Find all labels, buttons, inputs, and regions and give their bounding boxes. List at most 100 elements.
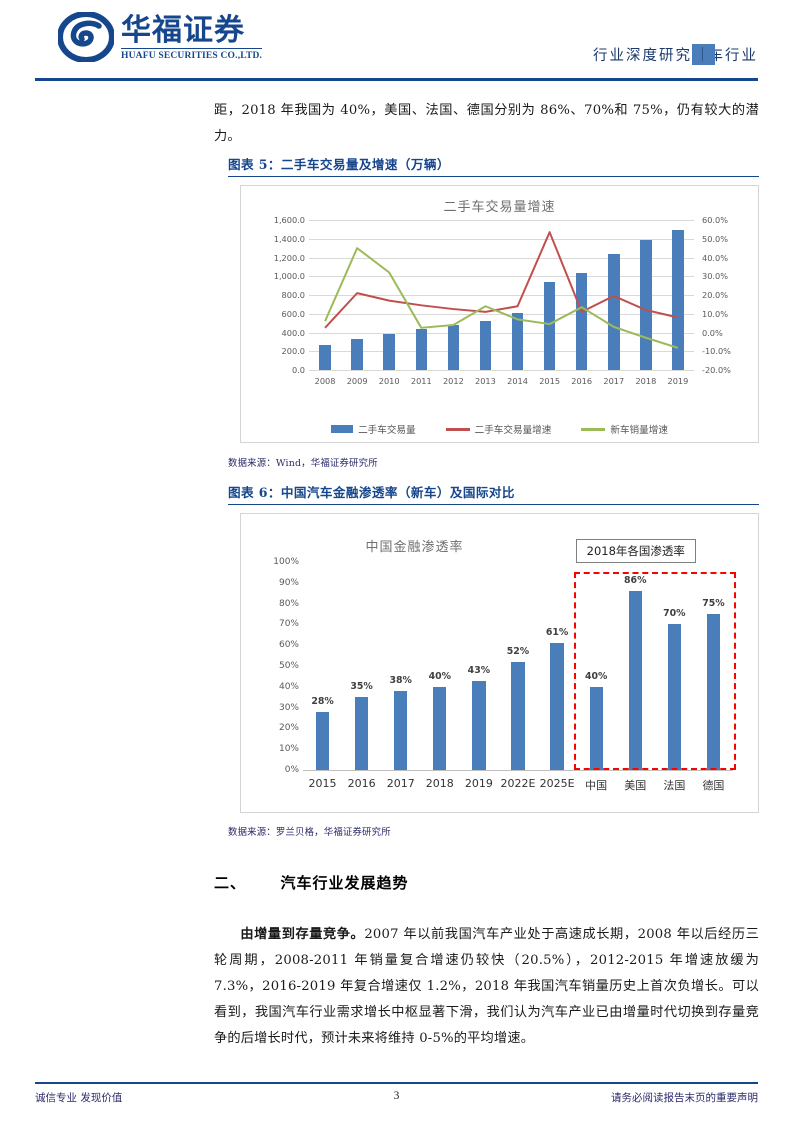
chart-6-y-tick: 40% — [278, 681, 299, 692]
footer-slogan: 诚信专业 发现价值 — [35, 1092, 123, 1104]
chart-5-legend-swatch — [581, 427, 606, 431]
chart-6-y-tick: 0% — [284, 765, 299, 775]
chart-6-bar — [394, 690, 408, 770]
figure-6-chart: 中国金融渗透率 0% 10% 20% 30% 40% 50% 60% 70% 80% 90% 100… — [240, 513, 759, 813]
chart-5-legend-label: 二手车交易量增速 — [474, 425, 552, 436]
chart-6-bar — [706, 614, 721, 770]
chart-6-x-tick: 德国 — [702, 779, 725, 792]
chart-5-legend-label: 二手车交易量 — [358, 425, 416, 436]
chart-6-x-tick: 法国 — [663, 779, 686, 792]
chart-5-y-right-tick: 50.0% — [702, 233, 729, 244]
chart-6-x-tick: 美国 — [624, 779, 647, 792]
page-footer: 诚信专业 发现价值 请务必阅读报告末页的重要声明 — [35, 1090, 758, 1105]
chart-6-y-tick: 90% — [278, 577, 299, 588]
chart-6-bar — [433, 686, 447, 770]
chart-5-bar — [415, 329, 428, 370]
chart-5-y-left-tick: 600.0 — [281, 308, 305, 319]
chart-5-legend-swatch — [331, 425, 354, 433]
chart-5-y-left-tick: 1,200.0 — [273, 252, 305, 263]
chart-5-bar — [608, 253, 620, 370]
chart-6-highlight-box — [573, 572, 736, 770]
chart-6-bar — [354, 697, 369, 770]
chart-6-y-tick: 30% — [278, 702, 299, 713]
chart-5-x-tick: 2019 — [667, 376, 689, 386]
chart-6-data-label: 43% — [467, 664, 491, 676]
chart-5-gridline — [309, 238, 694, 240]
chart-5-y-right-tick: 60.0% — [702, 215, 729, 225]
chart-6-bar — [589, 686, 603, 770]
chart-6-x-tick: 2018 — [425, 777, 454, 790]
header-report-type: 行业深度研究｜汽车行业 — [593, 44, 758, 65]
chart-5-y-left-tick: 0.0 — [291, 365, 305, 375]
chart-5-y-left-tick: 1,400.0 — [273, 233, 305, 244]
chart-5-x-tick: 2009 — [346, 376, 368, 386]
body-paragraph: 由增量到存量竞争。2007 年以前我国汽车产业处于高速成长期，2008 年以后经… — [214, 922, 759, 1052]
chart-6-y-tick: 100% — [273, 557, 299, 567]
chart-6-data-label: 61% — [545, 627, 569, 639]
chart-6-y-tick: 60% — [278, 640, 299, 651]
chart-5-title: 二手车交易量增速 — [443, 200, 556, 215]
chart-6-x-tick: 2016 — [347, 777, 376, 790]
chart-5-gridline — [309, 257, 694, 259]
chart-5-bar — [319, 345, 331, 370]
chart-5-legend-item: 新车销量增速 — [581, 422, 668, 436]
chart-5-y-left-tick: 1,000.0 — [273, 271, 305, 282]
chart-6-x-tick: 2025E — [539, 777, 575, 790]
chart-6-y-tick: 70% — [278, 619, 299, 630]
chart-6-bar — [511, 661, 525, 770]
chart-6-bar — [472, 680, 486, 770]
chart-5-legend-item: 二手车交易量 — [331, 422, 416, 436]
logo-company-name-cn: 华福证券 — [121, 13, 245, 48]
chart-5-bar — [511, 313, 524, 370]
chart-6-data-label: 35% — [350, 681, 373, 693]
chart-5-bar — [543, 281, 556, 370]
chart-6-data-label: 40% — [428, 670, 452, 682]
chart-6-y-tick: 50% — [278, 661, 299, 671]
chart-5-x-tick: 2008 — [314, 376, 336, 386]
chart-5-y-right-tick: -10.0% — [702, 346, 731, 357]
chart-5-gridline — [309, 332, 694, 334]
figure-5-source: 数据来源：Wind，华福证券研究所 — [228, 458, 378, 469]
chart-5-bar — [640, 240, 652, 370]
chart-5-bar — [672, 230, 684, 370]
header-divider-rule — [35, 78, 758, 81]
chart-5-y-right-tick: 0.0% — [702, 327, 723, 338]
chart-6-plot-area: 0% 10% 20% 30% 40% 50% 60% 70% 80% 90% 100% 28% 2015… — [241, 514, 760, 814]
chart-5-y-left-tick: 800.0 — [281, 290, 305, 300]
chart-6-x-tick: 2022E — [500, 777, 536, 790]
footer-page-number: 3 — [393, 1090, 400, 1102]
chart-6-data-label: 70% — [663, 608, 686, 620]
chart-6-bar — [667, 624, 681, 770]
chart-5-y-right-tick: 30.0% — [702, 271, 729, 282]
chart-5-x-tick: 2011 — [410, 376, 432, 386]
chart-5-y-right-tick: 40.0% — [702, 252, 729, 263]
chart-5-x-tick: 2016 — [571, 376, 593, 386]
chart-5-x-tick: 2018 — [635, 376, 657, 386]
chart-5-x-tick: 2015 — [539, 376, 561, 386]
chart-5-gridline — [309, 351, 694, 353]
chart-6-x-tick: 2017 — [386, 777, 415, 790]
chart-5-y-left-tick: 400.0 — [281, 327, 305, 338]
chart-6-data-label: 86% — [624, 575, 647, 587]
page-header: 华福证券 HUAFU SECURITIES CO.,LTD. 行业深度研究｜汽车… — [0, 0, 793, 90]
chart-6-axis-line — [303, 770, 733, 771]
chart-5-gridline — [309, 220, 694, 221]
chart-6-data-label: 52% — [506, 645, 530, 657]
chart-5-x-tick: 2014 — [507, 376, 528, 386]
chart-5-gridline — [309, 295, 694, 296]
body-paragraph-lead: 由增量到存量竞争。 — [240, 927, 365, 942]
chart-5-x-tick: 2017 — [603, 376, 625, 386]
chart-6-x-tick: 2019 — [464, 777, 493, 790]
chart-5-bar — [479, 321, 492, 370]
chart-5-y-left-tick: 1,600.0 — [273, 215, 305, 225]
chart-6-y-tick: 80% — [278, 598, 299, 609]
footer-disclaimer: 请务必阅读报告末页的重要声明 — [611, 1092, 758, 1104]
chart-5-legend-swatch — [445, 427, 470, 431]
logo-company-name-en: HUAFU SECURITIES CO.,LTD. — [121, 48, 263, 62]
figure-6-source: 数据来源：罗兰贝格，华福证券研究所 — [228, 827, 391, 838]
figure-6-caption: 图表 6：中国汽车金融渗透率（新车）及国际对比 — [228, 482, 759, 505]
chart-5-x-tick: 2010 — [378, 376, 400, 386]
figure-5-chart: 二手车交易量增速 0.0 200.0 400.0 600.0 800.0 1,000.0 1… — [240, 185, 759, 443]
chart-6-data-label: 40% — [584, 670, 608, 682]
chart-5-x-tick: 2013 — [475, 376, 496, 386]
